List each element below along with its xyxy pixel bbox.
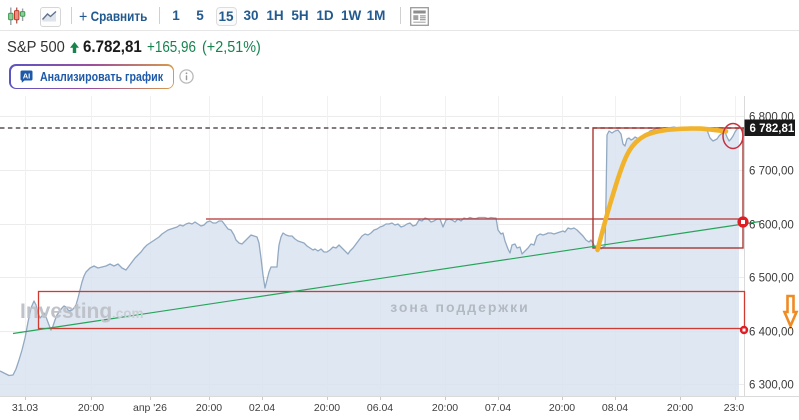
svg-text:20:00: 20:00 — [667, 402, 693, 414]
svg-text:6 300,00: 6 300,00 — [749, 380, 794, 392]
svg-text:20:00: 20:00 — [314, 402, 340, 414]
svg-text:Investing: Investing — [20, 300, 112, 323]
svg-text:6 782,81: 6 782,81 — [750, 123, 795, 135]
svg-text:06.04: 06.04 — [367, 402, 393, 414]
svg-text:20:00: 20:00 — [196, 402, 222, 414]
svg-text:апр '26: апр '26 — [133, 402, 167, 414]
svg-text:6 700,00: 6 700,00 — [749, 166, 794, 178]
svg-text:20:00: 20:00 — [549, 402, 575, 414]
svg-text:08.04: 08.04 — [602, 402, 628, 414]
svg-text:23:0: 23:0 — [724, 402, 745, 414]
svg-text:07.04: 07.04 — [485, 402, 511, 414]
svg-text:6 500,00: 6 500,00 — [749, 273, 794, 285]
svg-text:зона поддержки: зона поддержки — [390, 299, 530, 315]
svg-text:31.03: 31.03 — [12, 402, 38, 414]
svg-text:6 400,00: 6 400,00 — [749, 327, 794, 339]
svg-text:02.04: 02.04 — [249, 402, 275, 414]
svg-text:.com: .com — [112, 306, 144, 321]
svg-text:20:00: 20:00 — [432, 402, 458, 414]
svg-text:20:00: 20:00 — [78, 402, 104, 414]
svg-text:6 600,00: 6 600,00 — [749, 220, 794, 232]
svg-text:AI: AI — [22, 72, 30, 81]
